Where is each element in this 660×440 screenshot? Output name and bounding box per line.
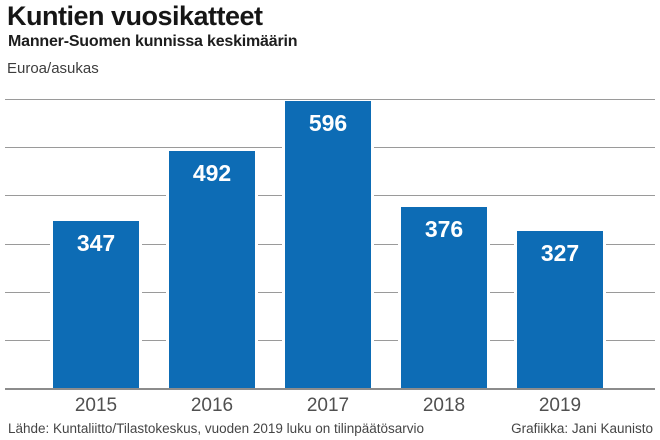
credit-note: Grafiikka: Jani Kaunisto <box>511 421 653 436</box>
chart-title: Kuntien vuosikatteet <box>7 1 263 31</box>
gridline <box>5 99 655 100</box>
bar-value-label: 492 <box>192 160 232 187</box>
chart-area: 347 492 596 376 327 2015 2016 2017 2018 2019 <box>5 99 655 416</box>
unit-label: Euroa/asukas <box>7 60 99 77</box>
source-note: Lähde: Kuntaliitto/Tilastokeskus, vuoden… <box>8 421 425 436</box>
bar-2016: 492 <box>166 151 258 388</box>
bar-2018: 376 <box>398 206 490 388</box>
bar-value-label: 327 <box>540 239 580 266</box>
chart-subtitle: Manner-Suomen kunnissa keskimäärin <box>8 33 298 50</box>
x-tick-label: 2017 <box>306 395 350 416</box>
x-tick-label: 2016 <box>190 395 234 416</box>
x-tick-label: 2018 <box>422 395 466 416</box>
bar-value-label: 596 <box>308 109 348 136</box>
bar-value-label: 376 <box>424 215 464 242</box>
x-tick-label: 2015 <box>74 395 118 416</box>
bar-2017: 596 <box>282 100 374 388</box>
bar-2015: 347 <box>50 220 142 388</box>
bar-value-label: 347 <box>76 229 116 256</box>
bar-2019: 327 <box>514 230 606 388</box>
x-tick-label: 2019 <box>538 395 582 416</box>
